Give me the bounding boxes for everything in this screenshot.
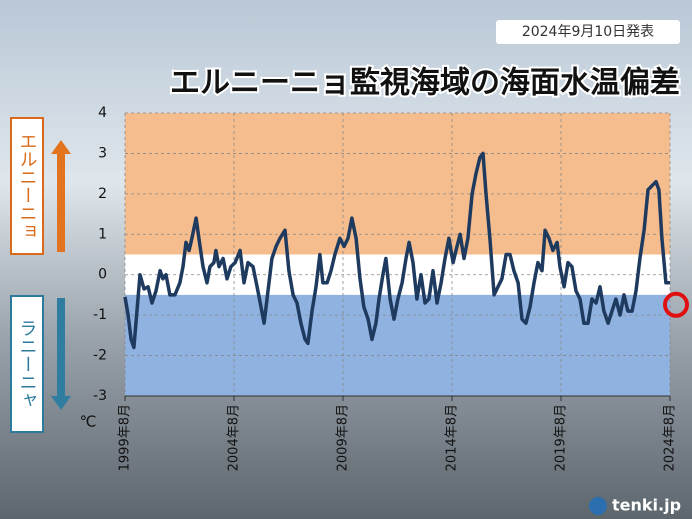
y-tick-label: 4 xyxy=(98,105,107,121)
logo: tenki.jp xyxy=(612,496,681,515)
up-arrow xyxy=(51,140,71,252)
el-nino-box xyxy=(10,117,44,255)
y-tick-label: 1 xyxy=(98,226,107,242)
chart-title: エルニーニョ監視海域の海面水温偏差 xyxy=(170,66,680,101)
threshold-band xyxy=(125,294,670,396)
date-badge-box xyxy=(496,20,680,44)
y-tick-label: -2 xyxy=(93,348,107,364)
x-tick-label: 1999年8月 xyxy=(118,404,133,471)
date-badge: 2024年9月10日発表 xyxy=(522,24,654,40)
y-tick-label: -1 xyxy=(93,307,107,323)
threshold-band xyxy=(125,113,670,255)
el-nino-label: エルニーニョ xyxy=(17,132,38,240)
la-nina-box xyxy=(10,295,44,433)
x-tick-label: 2004年8月 xyxy=(227,404,242,471)
y-unit: ℃ xyxy=(80,413,97,431)
la-nina-label: ラニーニャ xyxy=(17,319,38,409)
data-line xyxy=(123,151,670,350)
y-tick-label: 0 xyxy=(98,267,107,283)
x-tick-label: 2014年8月 xyxy=(445,404,460,471)
x-tick-label: 2019年8月 xyxy=(554,404,569,471)
y-tick-label: 2 xyxy=(98,186,107,202)
logo-icon xyxy=(589,497,607,515)
x-tick-label: 2024年8月 xyxy=(663,404,678,471)
y-tick-label: 3 xyxy=(98,145,107,161)
y-tick-label: -3 xyxy=(93,388,107,404)
x-tick-label: 2009年8月 xyxy=(336,404,351,471)
down-arrow xyxy=(51,298,71,410)
latest-highlight xyxy=(663,291,689,318)
